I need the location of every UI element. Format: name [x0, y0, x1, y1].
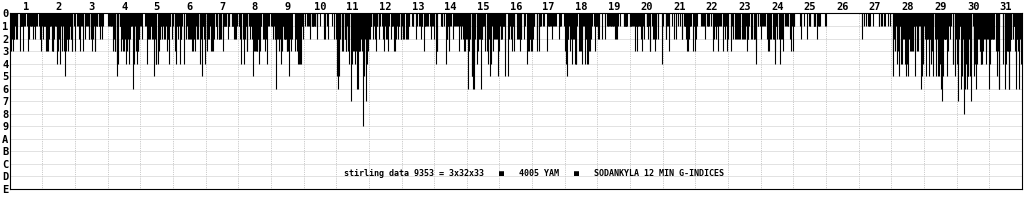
Text: stirling data 9353 = 3x32x33   ■   4005 YAM   ■   SODANKYLA 12 MIN G-INDICES: stirling data 9353 = 3x32x33 ■ 4005 YAM … — [344, 169, 724, 178]
